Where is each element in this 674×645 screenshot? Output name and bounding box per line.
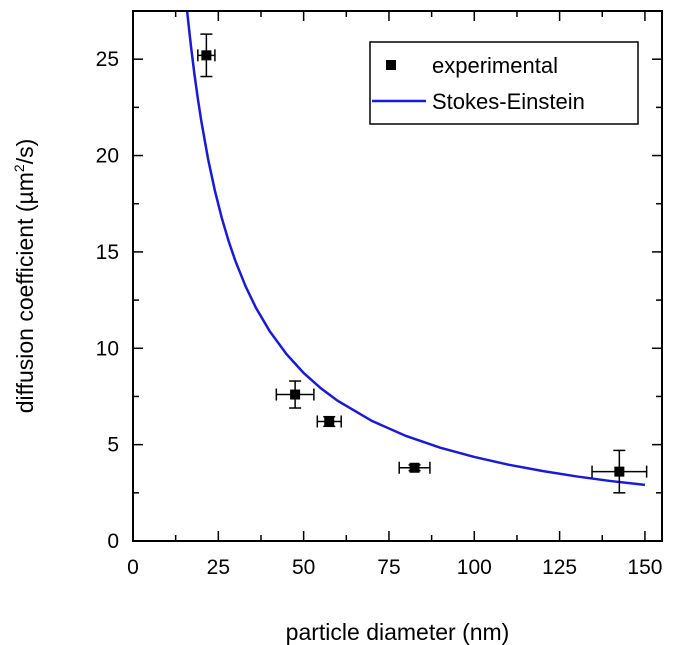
legend-marker-experimental xyxy=(386,60,396,70)
y-tick-labels: 0 5 10 15 20 25 xyxy=(96,48,119,553)
y-axis-label: diffusion coefficient (µm2/s) xyxy=(11,139,38,414)
legend-label-experimental: experimental xyxy=(432,53,558,78)
x-tick-label: 0 xyxy=(127,556,139,579)
y-axis-label-suffix: /s) xyxy=(12,139,38,165)
y-tick-label: 20 xyxy=(96,145,119,168)
plot-frame xyxy=(132,10,663,542)
data-point xyxy=(316,415,342,428)
y-tick-label: 15 xyxy=(96,241,119,264)
data-point xyxy=(398,461,431,474)
data-point xyxy=(591,449,648,494)
y-tick-label: 10 xyxy=(96,337,119,360)
x-tick-label: 125 xyxy=(542,556,577,579)
experimental-series xyxy=(197,33,648,494)
legend: experimental Stokes-Einstein xyxy=(369,41,639,125)
x-tick-label: 75 xyxy=(377,556,400,579)
data-marker xyxy=(409,462,420,473)
x-axis-label: particle diameter (nm) xyxy=(286,619,510,645)
stokes-einstein-curve xyxy=(185,11,646,487)
x-tick-label: 50 xyxy=(292,556,315,579)
data-point xyxy=(197,33,216,78)
y-tick-label: 25 xyxy=(96,48,119,71)
y-axis-label-superscript: 2 xyxy=(11,164,27,172)
x-tick-labels: 0 25 50 75 100 125 150 xyxy=(127,556,662,579)
y-tick-label: 0 xyxy=(107,530,119,553)
data-point xyxy=(275,380,315,409)
x-tick-label: 100 xyxy=(457,556,492,579)
stokes-einstein-series xyxy=(185,11,646,487)
x-tick-label: 25 xyxy=(207,556,230,579)
data-marker xyxy=(201,50,212,61)
y-tick-label: 5 xyxy=(107,434,119,457)
data-marker xyxy=(324,416,335,427)
y-axis-label-prefix: diffusion coefficient (µm xyxy=(12,172,38,413)
x-tick-label: 150 xyxy=(627,556,662,579)
data-marker xyxy=(614,466,625,477)
legend-box xyxy=(369,41,639,125)
legend-label-stokes-einstein: Stokes-Einstein xyxy=(432,89,585,114)
data-marker xyxy=(290,389,301,400)
